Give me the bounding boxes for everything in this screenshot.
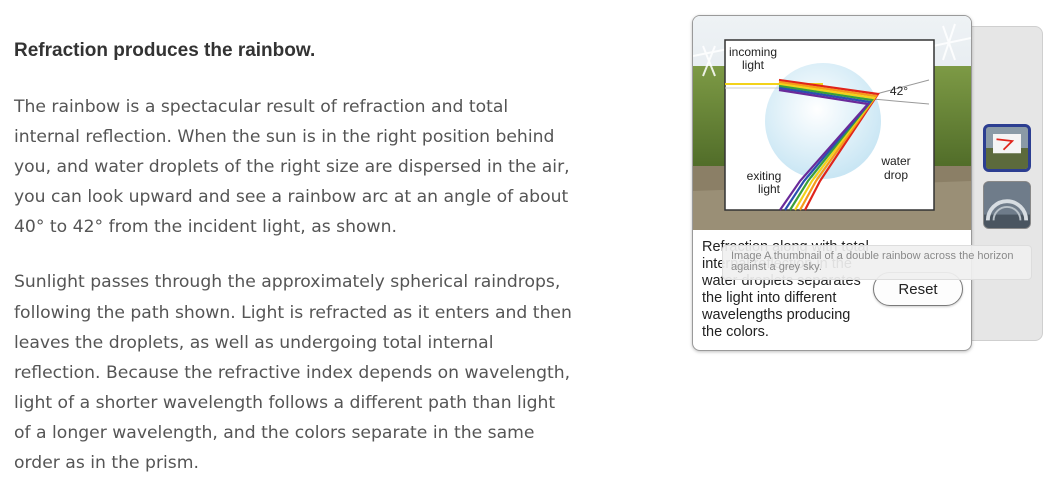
label-water-1: water (880, 154, 910, 168)
article: Refraction produces the rainbow. The rai… (14, 38, 574, 478)
thumbnail-refraction-image (986, 127, 1028, 169)
article-paragraph-2: Sunlight passes through the approximatel… (14, 272, 572, 474)
label-incoming-2: light (742, 58, 765, 72)
thumbnail-double-rainbow[interactable] (983, 181, 1031, 229)
rainbow-diagram: incoming light 42° water drop exiting li… (693, 16, 971, 230)
image-card: incoming light 42° water drop exiting li… (692, 15, 972, 351)
label-exiting-1: exiting (747, 169, 782, 183)
article-heading: Refraction produces the rainbow. (14, 40, 316, 61)
label-water-2: drop (884, 168, 908, 182)
article-paragraph-1: The rainbow is a spectacular result of r… (14, 97, 570, 238)
thumbnail-refraction-selected[interactable] (983, 124, 1031, 172)
label-exiting-2: light (758, 182, 781, 196)
thumbnail-tooltip: Image A thumbnail of a double rainbow ac… (722, 245, 1032, 280)
label-incoming-1: incoming (729, 45, 777, 59)
thumbnail-double-rainbow-image (984, 182, 1030, 228)
label-angle: 42° (890, 84, 908, 98)
